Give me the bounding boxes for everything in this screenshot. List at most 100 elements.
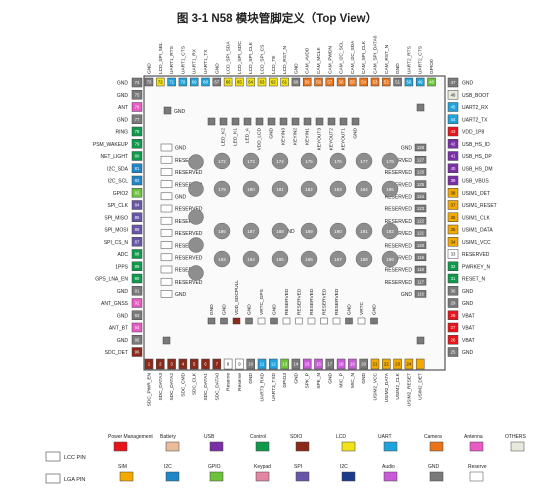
pin-number: 27 [451, 325, 456, 330]
center-gnd-label: GND [283, 229, 295, 235]
pin-label-left: GPIO2 [113, 191, 129, 197]
center-pad [242, 180, 260, 198]
pin-bottom [212, 358, 222, 370]
pin-bottom [201, 358, 210, 370]
legend-swatch [255, 441, 270, 452]
pin-left [131, 151, 143, 161]
pin-number: 85 [135, 215, 140, 220]
pin-label-right: UART2_TX [462, 117, 488, 123]
pin-number: 33 [451, 252, 456, 257]
pin-top [189, 77, 199, 87]
pin-inner-top [339, 117, 348, 126]
pin-label-left: ANT_GNSS [101, 301, 129, 307]
center-pad [381, 222, 399, 240]
pin-number: 21 [373, 362, 378, 367]
pin-number: 145 [163, 170, 171, 175]
pin-number: 57 [327, 80, 332, 85]
pad-number: 176 [334, 159, 342, 164]
pin-bottom [393, 358, 402, 370]
pin-bottom [280, 358, 289, 370]
center-pad [329, 180, 347, 198]
pin-label-right: RESET_N [462, 277, 485, 283]
pin-label-bottom: GND [361, 372, 367, 383]
pin-label-left: I2C_SCL [108, 179, 129, 185]
pin-label-inner-right: RESERVED [385, 243, 413, 249]
pin-number: 9 [238, 362, 241, 367]
pin-label-top: LCD_SPI_CS [260, 45, 266, 74]
pin-label-right: USB_BOOT [462, 93, 489, 99]
pin-number: 59 [305, 80, 310, 85]
pin-bottom [189, 358, 199, 370]
pin-number: 1 [148, 362, 151, 367]
legend-lcc-swatch [45, 451, 61, 462]
pin-label-top: LCD_SPI_SDA [226, 41, 232, 74]
center-pad [271, 152, 289, 170]
pin-label-inner-top: LED_K1 [233, 128, 239, 146]
pin-inner-extra [416, 103, 425, 112]
pin-label-inner-bottom: VDD_SDCPULL [234, 280, 240, 315]
legend-swatch [341, 471, 356, 482]
legend-label: Control [250, 434, 266, 440]
center-pad-side [188, 181, 204, 197]
pin-label-bottom: SDC_DATA3 [158, 373, 164, 401]
legend-lga-label: LGA PIN [64, 477, 85, 483]
pin-number: 143 [163, 145, 171, 150]
pin-label-bottom: GND [327, 372, 333, 383]
pin-label-inner-top: KEYIN2 [293, 128, 299, 145]
pin-number: 63 [260, 80, 265, 85]
pin-number: 37 [451, 203, 456, 208]
pin-label-right: USIM1_VCC [462, 240, 491, 246]
pad-number: 178 [386, 159, 394, 164]
pin-number: 91 [135, 288, 140, 293]
legend-label: I2C [340, 464, 348, 470]
center-pad [329, 152, 347, 170]
pin-label-inner-top: LED_A [245, 127, 251, 143]
pin-inner-bottom [245, 317, 253, 325]
pin-label-top: UART2_CTS [418, 46, 424, 74]
pin-number: 55 [350, 80, 355, 85]
pin-number: 119 [417, 255, 424, 260]
legend-label: SPI [294, 464, 302, 470]
pin-label-inner-right: GND [401, 146, 413, 152]
pin-bottom [223, 358, 233, 370]
pin-inner-bottom [220, 317, 228, 325]
pin-inner-top [219, 117, 228, 126]
pin-label-inner-top: GND [353, 127, 359, 138]
pad-number: 181 [276, 187, 284, 192]
pin-top [427, 77, 436, 87]
pin-number: 88 [135, 252, 140, 257]
pin-number: 155 [163, 292, 171, 297]
pin-number: 77 [135, 117, 140, 122]
center-pad [355, 250, 373, 268]
pin-label-right: USB_HS_ID [462, 142, 490, 148]
center-pad [271, 222, 289, 240]
pin-number: 86 [135, 227, 140, 232]
pin-number: 123 [417, 206, 425, 211]
pin-number: 124 [417, 194, 425, 199]
pin-right [447, 322, 459, 333]
pin-left [131, 114, 143, 124]
pin-label-inner-bottom: GND [272, 304, 278, 315]
legend-label: Reserve [468, 464, 487, 470]
pin-right [447, 151, 459, 161]
pin-inner-bottom [295, 317, 303, 325]
pin-label-bottom: GND [248, 372, 254, 383]
pin-label-inner-bottom: GND [209, 304, 215, 315]
pin-label-bottom: GND [293, 372, 299, 383]
pin-label-top: GND [147, 63, 153, 74]
pin-label-left: SPI_MISO [104, 215, 128, 221]
pin-number: 43 [451, 129, 456, 134]
center-pad-side [188, 209, 204, 225]
pin-inner-top [207, 117, 216, 126]
pin-label-inner-bottom: VRTC_GPS [259, 289, 265, 315]
pin-top [269, 77, 278, 87]
center-pad [300, 152, 318, 170]
pin-number: 92 [135, 301, 140, 306]
pin-number: 45 [451, 105, 456, 110]
pin-label-inner-right: RESERVED [385, 280, 413, 286]
pin-inner-top [351, 117, 360, 126]
pin-number: 90 [135, 276, 140, 281]
pin-left [131, 273, 143, 284]
pin-number: 38 [451, 190, 456, 195]
